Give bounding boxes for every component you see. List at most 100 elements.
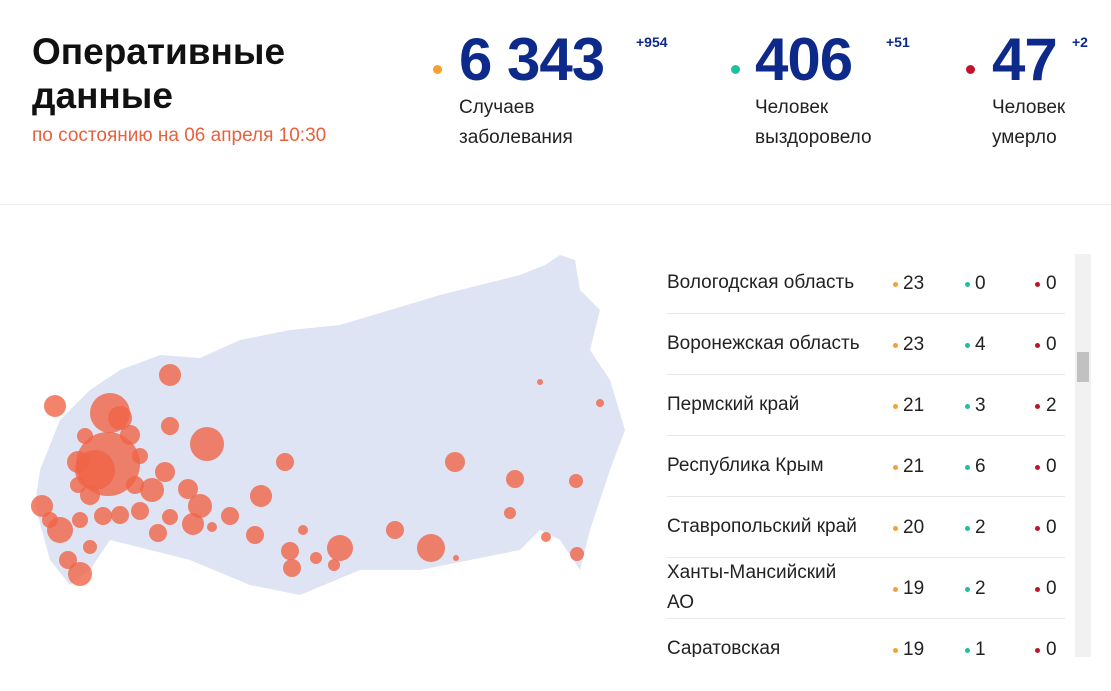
cell-value: 0 xyxy=(1046,273,1057,294)
cell-value: 4 xyxy=(975,334,986,355)
region-bubble[interactable] xyxy=(328,559,340,571)
status-dot xyxy=(893,343,898,348)
region-bubble[interactable] xyxy=(327,535,353,561)
status-dot xyxy=(893,648,898,653)
cell-value: 20 xyxy=(903,517,925,538)
region-bubble[interactable] xyxy=(70,477,86,493)
region-bubble[interactable] xyxy=(570,547,584,561)
region-bubble[interactable] xyxy=(83,540,97,554)
region-bubble[interactable] xyxy=(111,506,129,524)
stat-label: Человек умерло xyxy=(992,97,1066,148)
region-bubble[interactable] xyxy=(67,451,89,473)
region-bubble[interactable] xyxy=(506,470,524,488)
stat-dot xyxy=(433,65,442,74)
stat-delta: +954 xyxy=(636,34,668,50)
stat-dot xyxy=(731,65,740,74)
cell-value: 0 xyxy=(1046,456,1057,477)
region-bubble[interactable] xyxy=(155,462,175,482)
status-dot xyxy=(893,282,898,287)
status-dot xyxy=(893,587,898,592)
region-bubble[interactable] xyxy=(94,507,112,525)
region-bubble[interactable] xyxy=(221,507,239,525)
status-dot xyxy=(965,343,970,348)
region-bubble[interactable] xyxy=(178,479,198,499)
region-bubble[interactable] xyxy=(445,452,465,472)
region-bubble[interactable] xyxy=(59,551,77,569)
region-bubble[interactable] xyxy=(132,448,148,464)
region-bubble[interactable] xyxy=(281,542,299,560)
status-dot xyxy=(893,526,898,531)
status-dot xyxy=(965,282,970,287)
region-bubble[interactable] xyxy=(504,507,516,519)
region-bubble[interactable] xyxy=(131,502,149,520)
table-row: Воронежская область 23 4 0 xyxy=(667,314,1065,375)
table-row: Ханты-Мансийский АО 19 2 0 xyxy=(667,558,1065,619)
table-row: Ставропольский край 20 2 0 xyxy=(667,497,1065,558)
cell-value: 23 xyxy=(903,273,925,294)
cell-value: 3 xyxy=(975,395,986,416)
region-bubble[interactable] xyxy=(188,494,212,518)
cell-value: 0 xyxy=(1046,578,1057,599)
status-dot xyxy=(965,404,970,409)
status-dot xyxy=(1035,648,1040,653)
cell-value: 19 xyxy=(903,639,925,657)
region-bubble[interactable] xyxy=(44,395,66,417)
stat-label: Человек выздоровело xyxy=(755,97,872,148)
region-bubble[interactable] xyxy=(596,399,604,407)
region-bubble[interactable] xyxy=(80,485,100,505)
region-bubble[interactable] xyxy=(162,509,178,525)
region-name: Саратовская xyxy=(667,638,781,657)
table-row: Пермский край 21 3 2 xyxy=(667,375,1065,436)
stat-value: 6 343 xyxy=(459,26,605,93)
region-bubble[interactable] xyxy=(283,559,301,577)
bubbles xyxy=(31,364,604,586)
cell-value: 21 xyxy=(903,456,925,477)
region-bubble[interactable] xyxy=(77,428,93,444)
cell-value: 0 xyxy=(1046,517,1057,538)
stat-label: Случаев заболевания xyxy=(459,97,573,148)
table-row: Вологодская область 23 0 0 xyxy=(667,253,1065,314)
stat-dot xyxy=(966,65,975,74)
region-bubble[interactable] xyxy=(140,478,164,502)
status-dot xyxy=(965,526,970,531)
region-bubble[interactable] xyxy=(298,525,308,535)
cell-value: 23 xyxy=(903,334,925,355)
region-bubble[interactable] xyxy=(68,562,92,586)
region-bubble[interactable] xyxy=(537,379,543,385)
cell-value: 21 xyxy=(903,395,925,416)
subtitle: по состоянию на 06 апреля 10:30 xyxy=(32,125,327,146)
region-bubble[interactable] xyxy=(120,425,140,445)
status-dot xyxy=(965,465,970,470)
region-name: Воронежская область xyxy=(667,333,860,354)
region-bubble[interactable] xyxy=(161,417,179,435)
region-bubble[interactable] xyxy=(190,427,224,461)
region-bubble[interactable] xyxy=(453,555,459,561)
region-bubble[interactable] xyxy=(31,495,53,517)
region-bubble[interactable] xyxy=(149,524,167,542)
region-bubble[interactable] xyxy=(182,513,204,535)
map-shape xyxy=(35,255,625,595)
region-bubble[interactable] xyxy=(207,522,217,532)
region-name: Вологодская область xyxy=(667,272,855,293)
region-bubble[interactable] xyxy=(72,512,88,528)
region-bubble[interactable] xyxy=(276,453,294,471)
region-bubble[interactable] xyxy=(569,474,583,488)
title: Оперативные данные xyxy=(32,31,286,116)
region-bubble[interactable] xyxy=(250,485,272,507)
region-bubble[interactable] xyxy=(386,521,404,539)
region-bubble[interactable] xyxy=(541,532,551,542)
status-dot xyxy=(893,465,898,470)
region-bubble[interactable] xyxy=(246,526,264,544)
region-bubble[interactable] xyxy=(126,476,144,494)
region-bubble[interactable] xyxy=(159,364,181,386)
region-bubble[interactable] xyxy=(310,552,322,564)
region-name: Пермский край xyxy=(667,394,800,415)
scroll-thumb[interactable] xyxy=(1077,352,1089,382)
region-bubble[interactable] xyxy=(417,534,445,562)
scrollbar[interactable] xyxy=(1075,254,1091,657)
status-dot xyxy=(1035,282,1040,287)
region-bubble[interactable] xyxy=(108,406,132,430)
stat-delta: +51 xyxy=(886,34,910,50)
region-bubble[interactable] xyxy=(42,512,58,528)
